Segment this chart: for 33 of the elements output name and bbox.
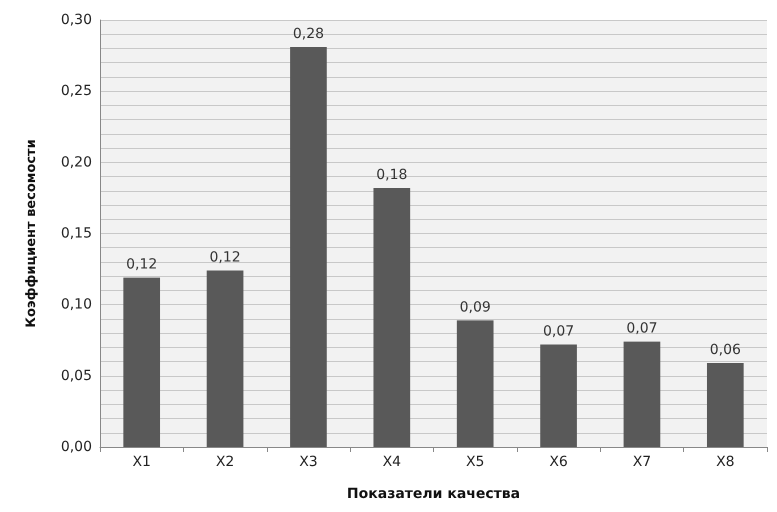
x-tick-label: X8	[716, 454, 735, 470]
data-label: 0,12	[209, 250, 241, 266]
data-label: 0,28	[292, 26, 324, 42]
bar	[206, 270, 244, 447]
data-label: 0,18	[376, 166, 408, 183]
y-tick-label: 0,30	[60, 12, 92, 28]
x-axis-title: Показатели качества	[346, 486, 520, 502]
x-tick-label: X3	[299, 454, 318, 470]
x-tick-label: X2	[216, 454, 234, 470]
bar	[373, 188, 410, 447]
y-tick-label: 0,20	[60, 154, 92, 170]
bar	[290, 47, 327, 447]
bar	[123, 278, 160, 447]
data-label: 0,06	[710, 342, 741, 358]
bar	[706, 363, 744, 447]
x-tick-label: X7	[632, 454, 652, 470]
y-tick-label: 0,25	[60, 83, 92, 100]
x-tick-label: X4	[382, 454, 402, 470]
y-tick-label: 0,10	[60, 296, 92, 313]
data-label: 0,07	[542, 324, 574, 340]
x-tick-label: X6	[549, 454, 568, 470]
bar	[624, 342, 660, 447]
bar	[540, 344, 577, 447]
x-tick-label: X1	[132, 454, 151, 470]
data-label: 0,09	[460, 299, 491, 316]
x-tick-label: X5	[466, 454, 484, 470]
bar	[456, 320, 494, 447]
data-label: 0,12	[126, 256, 158, 273]
y-tick-label: 0,15	[60, 226, 92, 242]
y-tick-label: 0,05	[60, 368, 92, 384]
y-tick-label: 0,00	[60, 439, 92, 455]
data-label: 0,07	[626, 320, 658, 337]
y-axis-title: Коэффициент весомости	[24, 139, 39, 328]
